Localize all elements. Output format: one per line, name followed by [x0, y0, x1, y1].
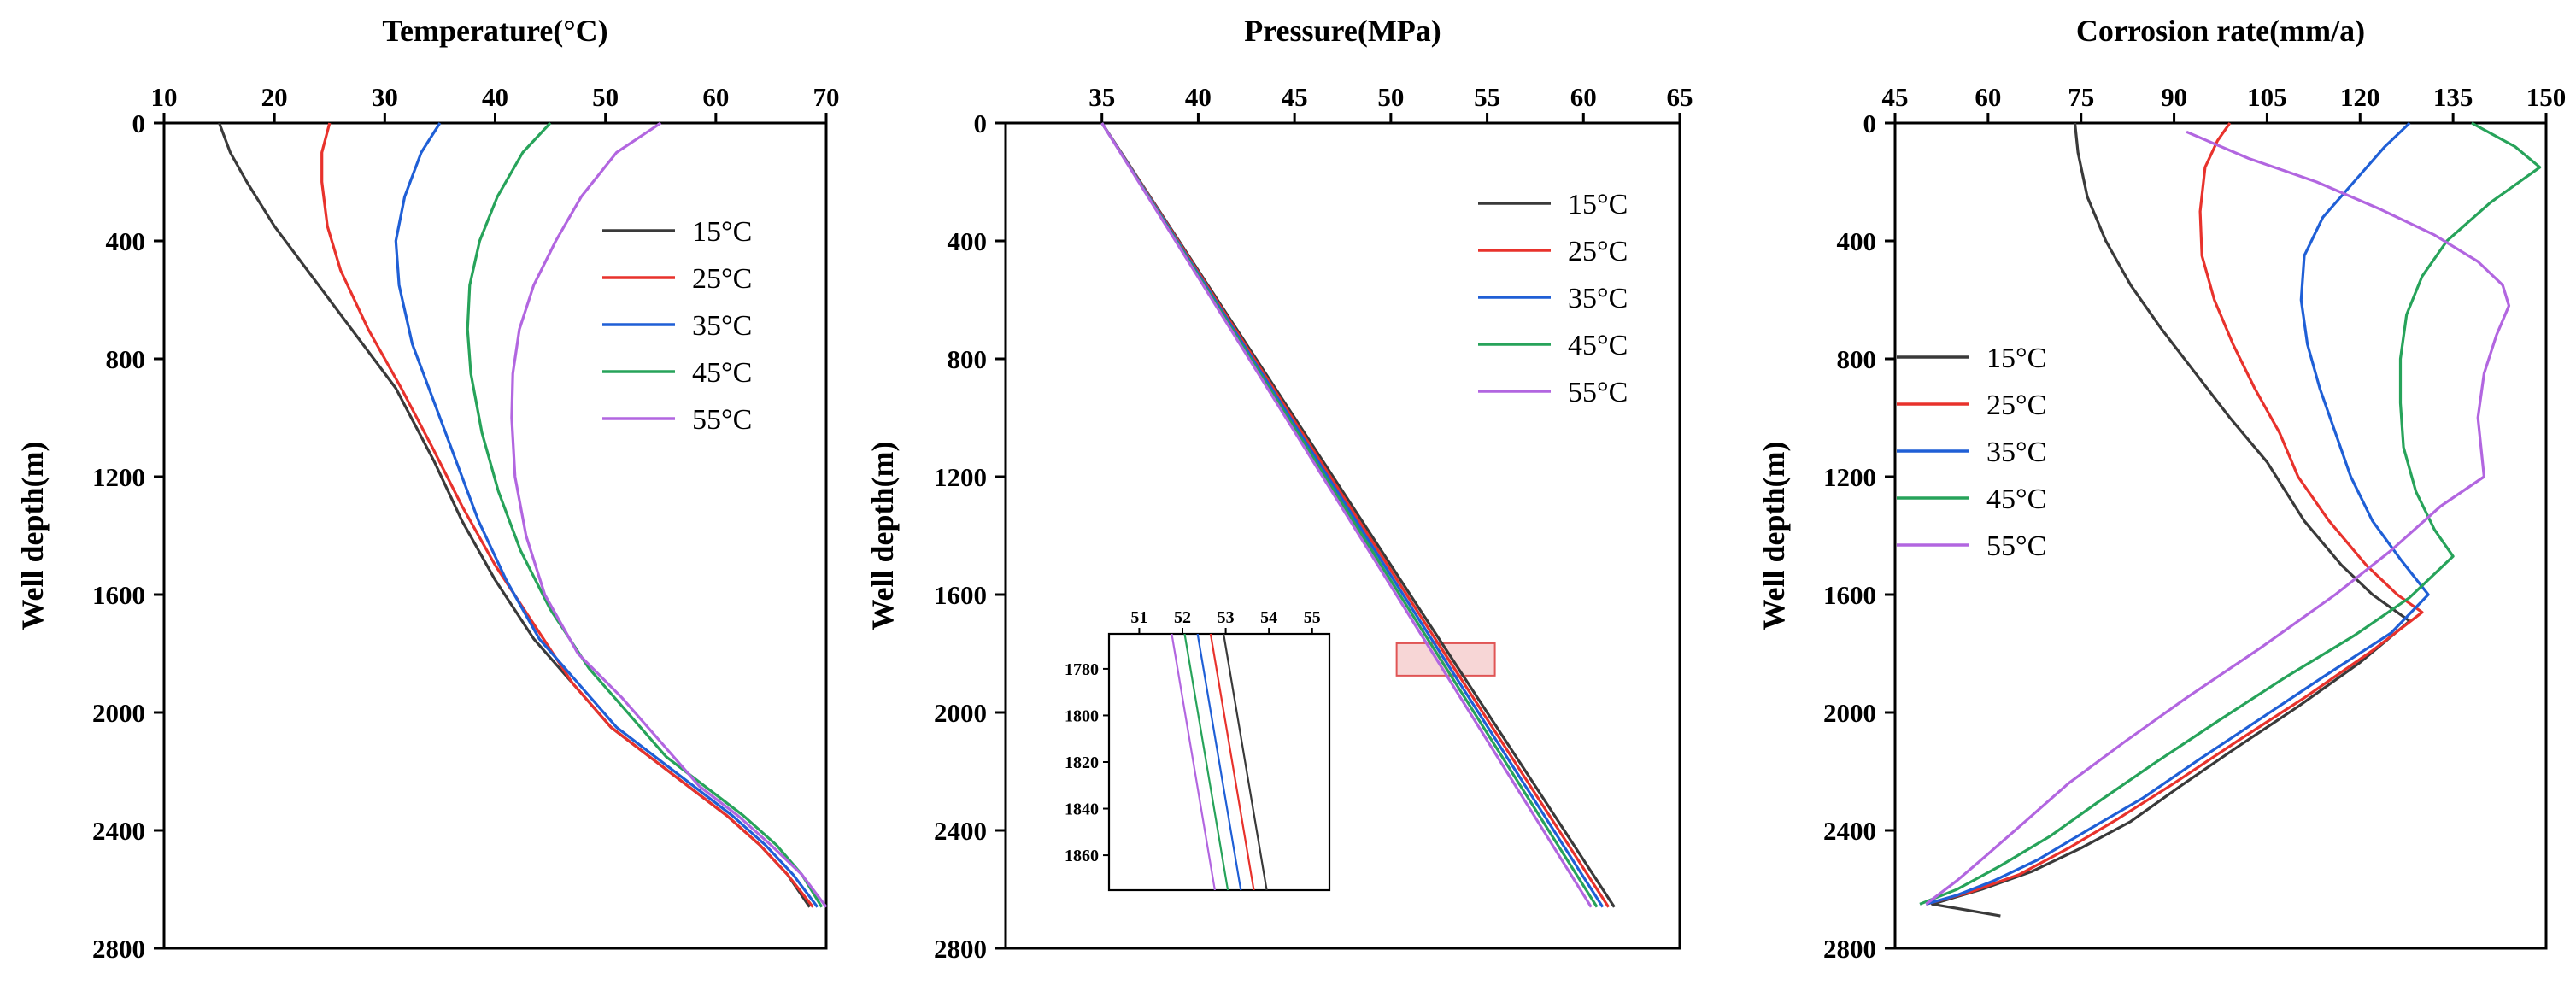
- x-tick-label: 65: [1667, 82, 1693, 112]
- inset-x-tick-label: 53: [1218, 608, 1235, 627]
- y-tick-label: 800: [106, 344, 146, 374]
- y-tick-label: 2400: [1823, 816, 1876, 846]
- legend-label: 55°C: [1986, 531, 2046, 562]
- y-tick-label: 1200: [934, 462, 987, 492]
- y-tick-label: 1600: [934, 580, 987, 610]
- y-axis-title: Well depth(m): [866, 442, 900, 630]
- inset-y-tick-label: 1780: [1065, 660, 1099, 679]
- y-tick-label: 2400: [934, 816, 987, 846]
- y-tick-label: 2400: [92, 816, 145, 846]
- x-tick-label: 55: [1474, 82, 1500, 112]
- x-tick-label: 10: [151, 82, 178, 112]
- legend-label: 35°C: [1568, 283, 1628, 314]
- inset-y-tick-label: 1840: [1065, 800, 1099, 819]
- y-tick-label: 1600: [92, 580, 145, 610]
- legend-label: 25°C: [1986, 390, 2046, 421]
- inset-x-tick-label: 54: [1260, 608, 1277, 627]
- chart-panel-2: 35 40 45 50 55 60 65 0 400 800 1200 1600 2000 2400 280…: [866, 14, 1693, 964]
- series-line-55°C: [1925, 130, 2511, 906]
- series-line-55°C: [1100, 122, 1593, 908]
- inset-y-tick-label: 1860: [1065, 847, 1099, 865]
- y-tick-label: 0: [974, 108, 988, 138]
- series-line-25°C: [1925, 122, 2424, 906]
- y-tick-label: 400: [106, 226, 146, 256]
- y-axis-title: Well depth(m): [1757, 442, 1791, 630]
- y-tick-label: 800: [948, 344, 988, 374]
- legend-label: 25°C: [692, 263, 752, 295]
- x-axis-title: Corrosion rate(mm/a): [2076, 14, 2365, 48]
- inset-y-tick-label: 1800: [1065, 707, 1099, 725]
- inset-series-line-55°C: [1171, 633, 1216, 891]
- chart-panel-3: 45 60 75 90 105 120 135 150 0 400 800 1200 1600 2000 2…: [1757, 14, 2566, 964]
- y-tick-label: 400: [1837, 226, 1877, 256]
- inset-x-tick-label: 55: [1304, 608, 1321, 627]
- inset-x-tick-label: 52: [1174, 608, 1191, 627]
- x-tick-label: 150: [2526, 82, 2567, 112]
- x-tick-label: 75: [2068, 82, 2094, 112]
- y-tick-label: 2800: [92, 934, 145, 964]
- inset-chart: 51 52 53 54 55 1780 1800 1820 1840 1860: [1065, 608, 1331, 892]
- inset-x-tick-label: 51: [1130, 608, 1147, 627]
- x-tick-label: 60: [1570, 82, 1597, 112]
- y-axis-title: Well depth(m): [15, 442, 50, 630]
- y-tick-label: 1600: [1823, 580, 1876, 610]
- legend-label: 15°C: [1986, 343, 2046, 374]
- y-tick-label: 2800: [934, 934, 987, 964]
- x-tick-label: 40: [1185, 82, 1212, 112]
- plot-frame: [1893, 121, 2548, 950]
- legend-label: 45°C: [692, 357, 752, 389]
- y-tick-label: 1200: [1823, 462, 1876, 492]
- series-line-55°C: [510, 121, 828, 908]
- x-axis-title: Temperature(°C): [382, 14, 607, 48]
- y-tick-label: 2800: [1823, 934, 1876, 964]
- x-tick-label: 45: [1882, 82, 1909, 112]
- chart-panel-1: 10 20 30 40 50 60 70 0 400 800 1200 1600 2000 2400 280…: [15, 14, 840, 964]
- x-axis-title: Pressure(MPa): [1244, 14, 1441, 48]
- plot-frame: [1004, 121, 1681, 950]
- legend-label: 15°C: [692, 216, 752, 248]
- x-tick-label: 120: [2340, 82, 2380, 112]
- inset-series-line-45°C: [1183, 633, 1229, 891]
- x-tick-label: 40: [482, 82, 508, 112]
- x-tick-label: 70: [813, 82, 840, 112]
- legend-label: 35°C: [1986, 437, 2046, 468]
- y-tick-label: 800: [1837, 344, 1877, 374]
- inset-series-line-25°C: [1209, 633, 1255, 891]
- x-tick-label: 50: [1377, 82, 1404, 112]
- x-tick-label: 90: [2161, 82, 2187, 112]
- x-tick-label: 20: [261, 82, 288, 112]
- y-tick-label: 2000: [1823, 698, 1876, 728]
- inset-series-line-15°C: [1223, 633, 1268, 891]
- legend-label: 55°C: [1568, 377, 1628, 408]
- inset-y-tick-label: 1820: [1065, 753, 1099, 772]
- y-tick-label: 2000: [92, 698, 145, 728]
- series-line-35°C: [394, 122, 819, 908]
- y-tick-label: 2000: [934, 698, 987, 728]
- legend-label: 45°C: [1986, 484, 2046, 515]
- x-tick-label: 60: [702, 82, 729, 112]
- x-tick-label: 105: [2247, 82, 2287, 112]
- y-tick-label: 0: [1863, 108, 1877, 138]
- x-tick-label: 45: [1282, 82, 1308, 112]
- series-line-25°C: [320, 122, 814, 908]
- inset-series-line-35°C: [1196, 633, 1242, 891]
- x-tick-label: 50: [592, 82, 619, 112]
- x-tick-label: 60: [1975, 82, 2001, 112]
- x-tick-label: 135: [2433, 82, 2473, 112]
- y-tick-label: 400: [948, 226, 988, 256]
- series-line-45°C: [466, 121, 824, 908]
- series-line-45°C: [1919, 121, 2542, 906]
- series-line-35°C: [1925, 121, 2430, 906]
- legend-label: 25°C: [1568, 236, 1628, 267]
- legend-label: 55°C: [692, 404, 752, 436]
- series-line-15°C: [1930, 122, 2411, 918]
- y-tick-label: 1200: [92, 462, 145, 492]
- x-tick-label: 30: [372, 82, 398, 112]
- legend-label: 45°C: [1568, 330, 1628, 361]
- legend-label: 15°C: [1568, 189, 1628, 220]
- legend-label: 35°C: [692, 310, 752, 342]
- x-tick-label: 35: [1088, 82, 1115, 112]
- y-tick-label: 0: [132, 108, 146, 138]
